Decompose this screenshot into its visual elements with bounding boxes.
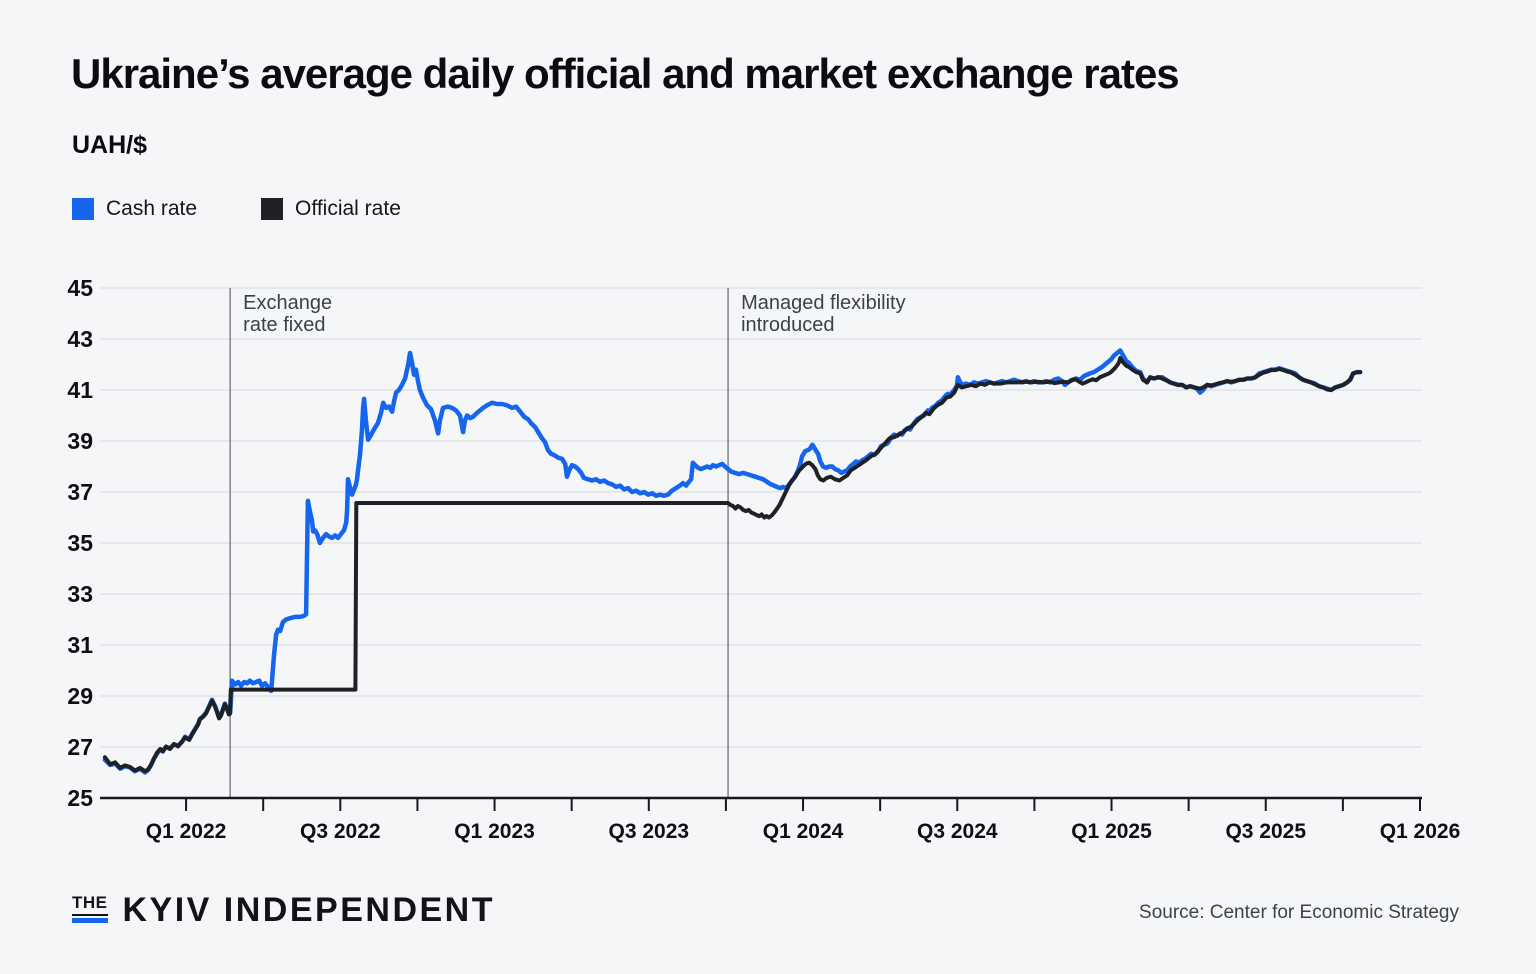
x-axis-label-q3-2023: Q3 2023 bbox=[609, 820, 690, 843]
y-axis-label-41: 41 bbox=[67, 377, 93, 403]
logo-the-text: THE bbox=[72, 894, 108, 916]
x-axis-label-q1-2024: Q1 2024 bbox=[763, 820, 844, 843]
annotation-label-0: Exchange rate fixed bbox=[243, 292, 332, 336]
y-axis-label-29: 29 bbox=[67, 683, 93, 709]
official-rate-line bbox=[102, 356, 1363, 774]
cash-rate-swatch bbox=[72, 198, 94, 220]
legend: Cash rate Official rate bbox=[72, 197, 401, 221]
y-axis-label-37: 37 bbox=[67, 479, 93, 505]
annotation-label-1: Managed flexibility introduced bbox=[741, 292, 906, 336]
logo-accent-bar bbox=[72, 918, 108, 923]
x-axis-label-q3-2022: Q3 2022 bbox=[300, 820, 381, 843]
y-axis-label-39: 39 bbox=[67, 428, 93, 454]
y-axis-label-33: 33 bbox=[67, 581, 93, 607]
x-axis-label-q1-2026: Q1 2026 bbox=[1380, 820, 1461, 843]
official-rate-label: Official rate bbox=[295, 197, 401, 220]
x-axis-label-q1-2025: Q1 2025 bbox=[1071, 820, 1152, 843]
legend-item-official-rate: Official rate bbox=[261, 197, 401, 221]
page-title: Ukraine’s average daily official and mar… bbox=[71, 50, 1180, 97]
logo-name-text: KYIV INDEPENDENT bbox=[122, 891, 495, 929]
cash-rate-label: Cash rate bbox=[106, 197, 198, 220]
source-credit: Source: Center for Economic Strategy bbox=[1139, 902, 1459, 923]
y-axis-label-27: 27 bbox=[67, 734, 93, 760]
y-axis-label-25: 25 bbox=[67, 785, 93, 811]
cash-rate-line bbox=[102, 348, 1363, 775]
y-axis-label-43: 43 bbox=[67, 326, 93, 352]
legend-item-cash-rate: Cash rate bbox=[72, 197, 197, 221]
logo-the-block: THE bbox=[72, 894, 108, 923]
kyiv-independent-logo: THE KYIV INDEPENDENT bbox=[72, 893, 495, 927]
x-axis-label-q3-2025: Q3 2025 bbox=[1225, 820, 1306, 843]
x-axis-label-q3-2024: Q3 2024 bbox=[917, 820, 998, 843]
unit-label: UAH/$ bbox=[72, 131, 148, 159]
y-axis-label-35: 35 bbox=[67, 530, 93, 556]
x-axis-label-q1-2022: Q1 2022 bbox=[146, 820, 227, 843]
x-axis-label-q1-2023: Q1 2023 bbox=[454, 820, 535, 843]
y-axis-label-31: 31 bbox=[67, 632, 93, 658]
y-axis-label-45: 45 bbox=[67, 275, 93, 301]
official-rate-swatch bbox=[261, 198, 284, 220]
